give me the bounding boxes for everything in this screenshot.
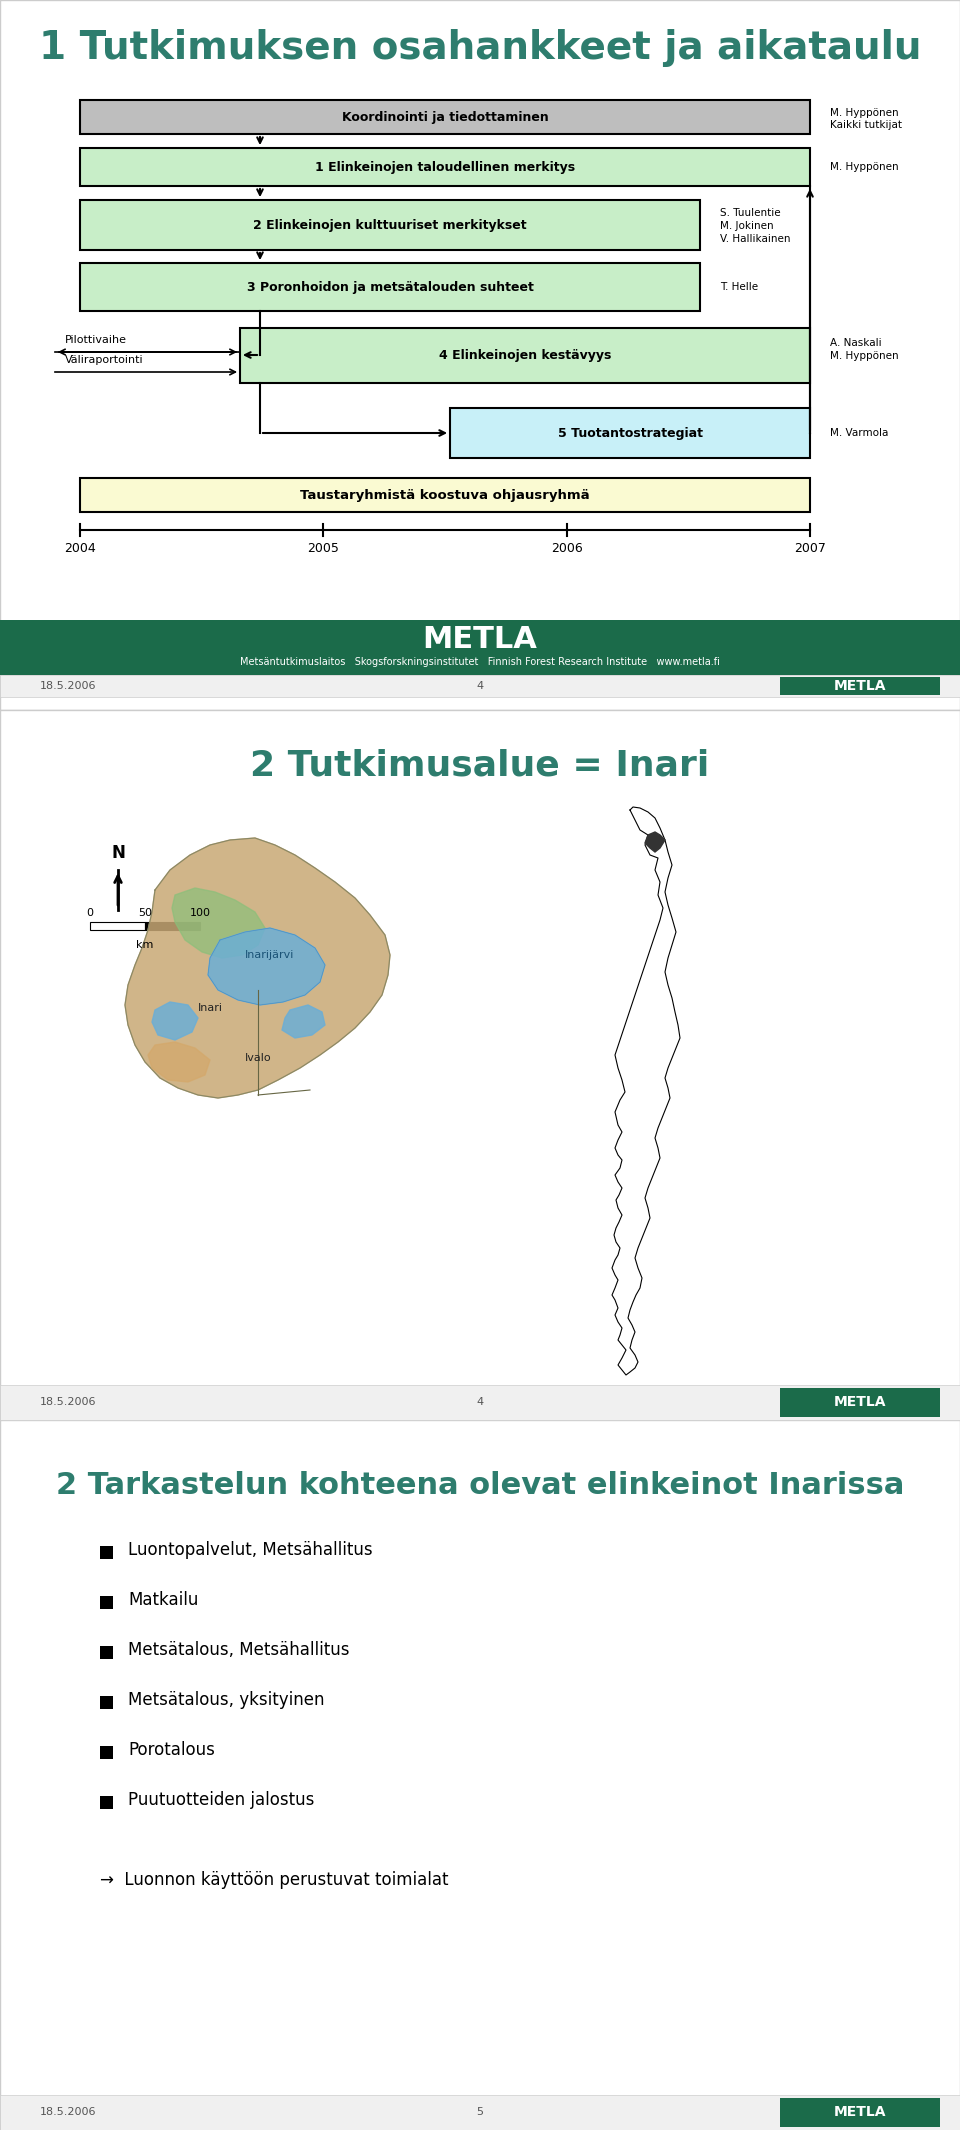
Bar — [0, 620, 960, 675]
Text: T. Helle: T. Helle — [720, 281, 758, 292]
Bar — [100, 1695, 113, 1708]
Text: M. Jokinen: M. Jokinen — [720, 222, 774, 230]
Text: Puutuotteiden jalostus: Puutuotteiden jalostus — [128, 1791, 314, 1808]
Text: Väliraportointi: Väliraportointi — [65, 356, 144, 364]
Text: S. Tuulentie: S. Tuulentie — [720, 209, 780, 217]
Text: METLA: METLA — [833, 2104, 886, 2119]
Polygon shape — [172, 888, 265, 958]
Bar — [100, 1595, 113, 1608]
Text: 2004: 2004 — [64, 541, 96, 554]
Text: 2007: 2007 — [794, 541, 826, 554]
Text: METLA: METLA — [833, 679, 886, 692]
Text: Matkailu: Matkailu — [128, 1591, 199, 1608]
Bar — [780, 677, 940, 694]
Text: M. Hyppönen: M. Hyppönen — [830, 109, 899, 117]
Polygon shape — [208, 929, 325, 1005]
Bar — [80, 200, 700, 249]
Bar — [100, 1796, 113, 1808]
Text: 1 Tutkimuksen osahankkeet ja aikataulu: 1 Tutkimuksen osahankkeet ja aikataulu — [38, 30, 922, 66]
Bar — [0, 2096, 960, 2130]
Text: Ivalo: Ivalo — [245, 1052, 272, 1063]
Bar — [0, 1421, 960, 2130]
Polygon shape — [152, 1001, 198, 1039]
Text: km: km — [136, 939, 154, 950]
Polygon shape — [125, 837, 390, 1097]
Text: METLA: METLA — [833, 1395, 886, 1410]
Text: Kaikki tutkijat: Kaikki tutkijat — [830, 119, 902, 130]
Bar — [0, 709, 960, 1421]
Text: 2005: 2005 — [307, 541, 339, 554]
Polygon shape — [148, 1042, 210, 1082]
Text: 18.5.2006: 18.5.2006 — [40, 2107, 97, 2117]
Text: M. Hyppönen: M. Hyppönen — [830, 162, 899, 173]
Text: →  Luonnon käyttöön perustuvat toimialat: → Luonnon käyttöön perustuvat toimialat — [100, 1870, 448, 1889]
Text: 2 Elinkeinojen kulttuuriset merkitykset: 2 Elinkeinojen kulttuuriset merkitykset — [253, 219, 527, 232]
Text: M. Hyppönen: M. Hyppönen — [830, 351, 899, 360]
Bar — [80, 477, 810, 511]
Text: METLA: METLA — [422, 626, 538, 654]
Text: 1 Elinkeinojen taloudellinen merkitys: 1 Elinkeinojen taloudellinen merkitys — [315, 160, 575, 173]
Text: Taustaryhmistä koostuva ohjausryhmä: Taustaryhmistä koostuva ohjausryhmä — [300, 488, 589, 501]
Text: Metsätalous, Metsähallitus: Metsätalous, Metsähallitus — [128, 1640, 349, 1659]
Bar — [80, 147, 810, 185]
Text: 2006: 2006 — [551, 541, 583, 554]
Text: 50: 50 — [138, 907, 152, 918]
Text: 4 Elinkeinojen kestävyys: 4 Elinkeinojen kestävyys — [439, 349, 612, 362]
Text: 4: 4 — [476, 682, 484, 690]
Text: M. Varmola: M. Varmola — [830, 428, 888, 439]
Text: 18.5.2006: 18.5.2006 — [40, 1397, 97, 1408]
Polygon shape — [282, 1005, 325, 1037]
Bar — [100, 1747, 113, 1759]
Bar — [0, 0, 960, 709]
Text: A. Naskali: A. Naskali — [830, 339, 881, 347]
Bar — [780, 2098, 940, 2128]
Text: Pilottivaihe: Pilottivaihe — [65, 334, 127, 345]
Text: Porotalous: Porotalous — [128, 1740, 215, 1759]
Text: 3 Poronhoidon ja metsätalouden suhteet: 3 Poronhoidon ja metsätalouden suhteet — [247, 281, 534, 294]
Text: 100: 100 — [189, 907, 210, 918]
Text: 5: 5 — [476, 2107, 484, 2117]
Bar — [80, 262, 700, 311]
Text: Luontopalvelut, Metsähallitus: Luontopalvelut, Metsähallitus — [128, 1540, 372, 1559]
Bar — [100, 1546, 113, 1559]
Text: 18.5.2006: 18.5.2006 — [40, 682, 97, 690]
Text: Metsätalous, yksityinen: Metsätalous, yksityinen — [128, 1691, 324, 1708]
Text: Metsäntutkimuslaitos   Skogsforskningsinstitutet   Finnish Forest Research Insti: Metsäntutkimuslaitos Skogsforskningsinst… — [240, 656, 720, 667]
Bar — [780, 1389, 940, 1416]
Text: Inari: Inari — [198, 1003, 223, 1014]
Bar — [145, 922, 200, 931]
Bar — [100, 1646, 113, 1659]
Text: 2 Tarkastelun kohteena olevat elinkeinot Inarissa: 2 Tarkastelun kohteena olevat elinkeinot… — [56, 1470, 904, 1500]
Bar — [240, 328, 810, 383]
Bar — [0, 675, 960, 697]
Bar — [80, 100, 810, 134]
Text: 0: 0 — [86, 907, 93, 918]
Text: Koordinointi ja tiedottaminen: Koordinointi ja tiedottaminen — [342, 111, 548, 124]
Text: V. Hallikainen: V. Hallikainen — [720, 234, 790, 245]
Text: 4: 4 — [476, 1397, 484, 1408]
Bar — [90, 922, 145, 931]
Bar — [450, 409, 810, 458]
Bar — [0, 1384, 960, 1421]
Text: 5 Tuotantostrategiat: 5 Tuotantostrategiat — [558, 426, 703, 439]
Text: N: N — [111, 843, 125, 863]
Text: 2 Tutkimusalue = Inari: 2 Tutkimusalue = Inari — [251, 748, 709, 782]
Polygon shape — [645, 833, 665, 852]
Text: Inarijärvi: Inarijärvi — [246, 950, 295, 961]
